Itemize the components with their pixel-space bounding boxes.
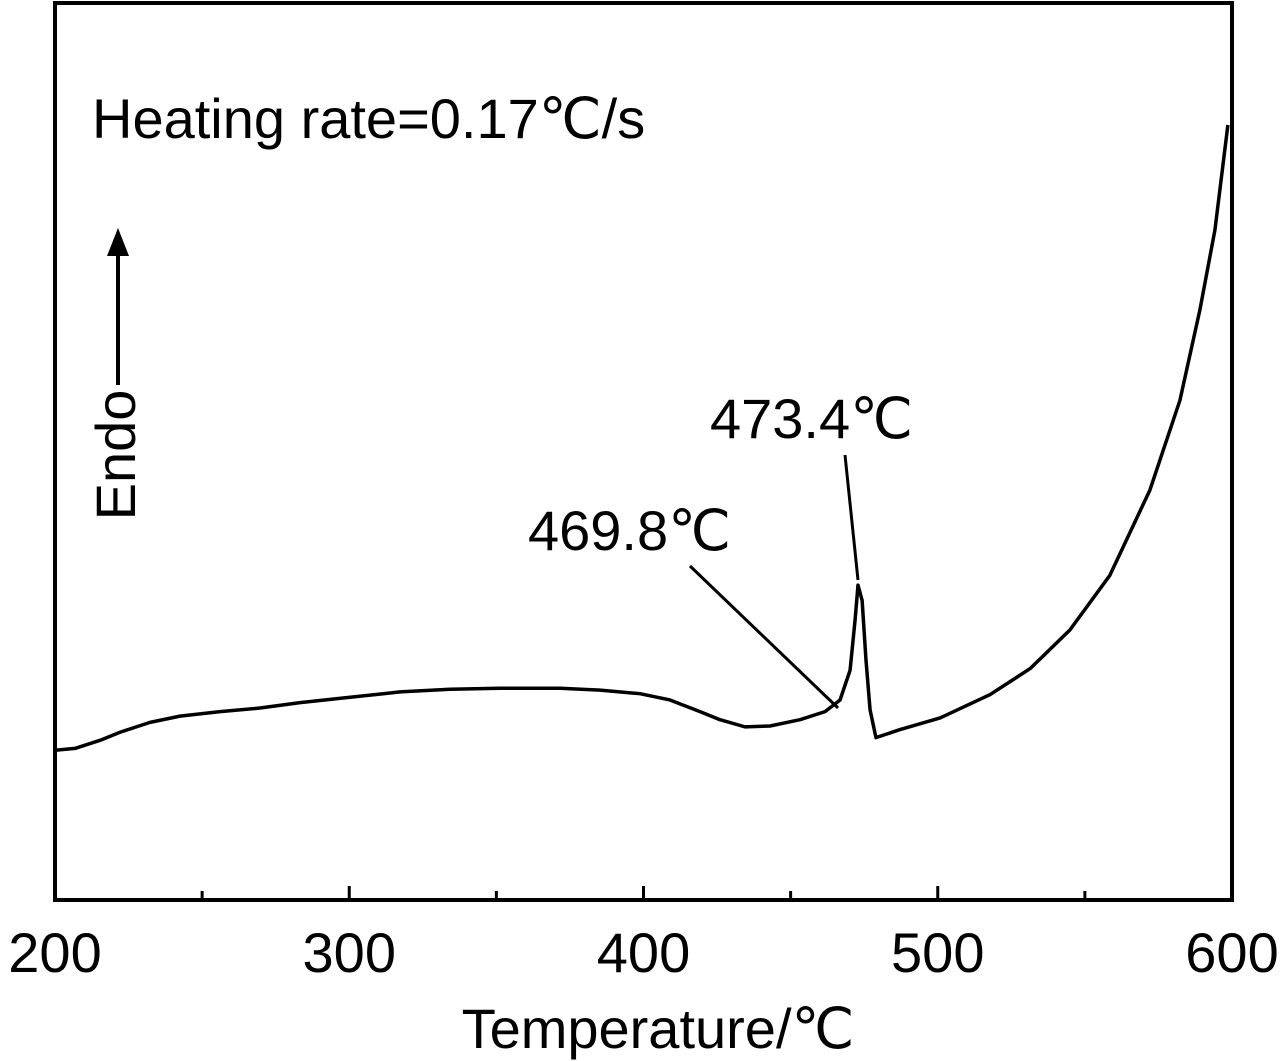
leader-line [688, 564, 840, 710]
annotation: 473.4℃ [710, 387, 913, 450]
endo-arrowhead [107, 228, 129, 256]
x-tick-label: 500 [891, 921, 984, 984]
leader-line [843, 454, 860, 581]
x-axis-label: Temperature/℃ [462, 997, 855, 1060]
x-tick-label: 300 [303, 921, 396, 984]
data-line [54, 124, 1230, 752]
x-tick-label: 600 [1185, 921, 1278, 984]
y-axis-label: Endo [84, 390, 147, 521]
x-tick-label: 200 [8, 921, 101, 984]
annotation: 469.8℃ [528, 499, 731, 562]
chart-title: Heating rate=0.17℃/s [92, 87, 645, 150]
x-tick-label: 400 [597, 921, 690, 984]
